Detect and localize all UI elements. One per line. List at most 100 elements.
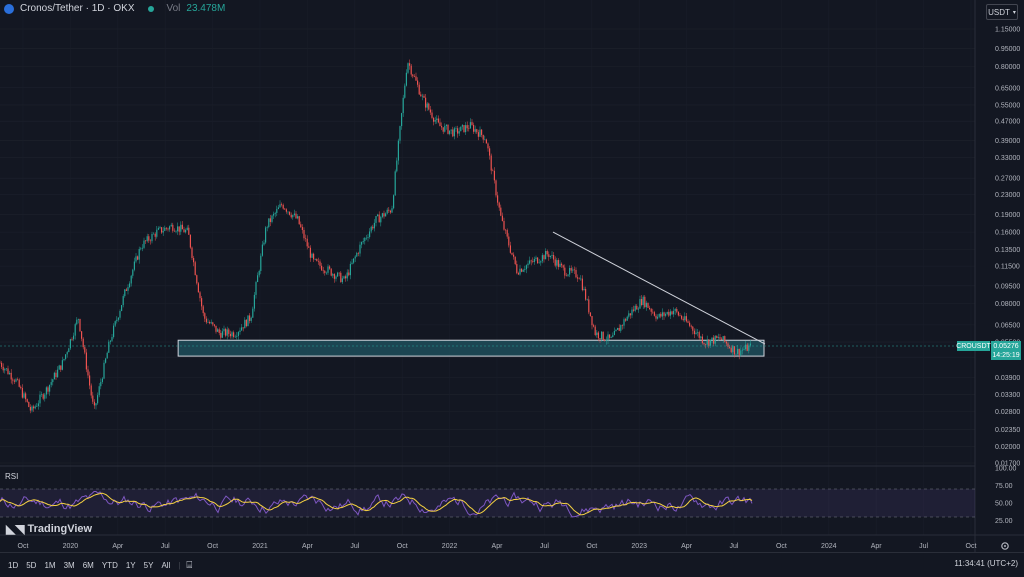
candle-body: [338, 272, 340, 274]
timeframe-1m[interactable]: 1M: [44, 560, 56, 570]
candle-body: [727, 343, 729, 347]
chart-canvas[interactable]: 1.15000 0.95000 0.80000 0.65000 0.55000 0.470…: [0, 0, 1024, 552]
candle-body: [165, 227, 167, 229]
timeframe-5y[interactable]: 5Y: [143, 560, 154, 570]
candle-body: [532, 261, 534, 262]
candle-body: [185, 229, 187, 233]
symbol-header[interactable]: Cronos/Tether · 1D · OKX Vol 23.478M: [4, 3, 225, 14]
candle-body: [245, 319, 247, 327]
timeframe-6m[interactable]: 6M: [82, 560, 94, 570]
candle-body: [218, 329, 220, 334]
candle-body: [533, 258, 535, 262]
candle-body: [594, 326, 596, 336]
candle-body: [681, 315, 683, 319]
candle-body: [181, 224, 183, 230]
candle-body: [351, 262, 353, 264]
candle-body: [231, 332, 233, 337]
candle-body: [573, 269, 575, 271]
candle-body: [597, 332, 599, 339]
candle-body: [31, 406, 33, 411]
candle-body: [701, 336, 703, 344]
candle-body: [548, 254, 550, 257]
symbol-price-tag: CROUSDT: [956, 341, 991, 351]
candle-body: [565, 275, 567, 277]
candle-body: [361, 242, 363, 245]
candle-body: [655, 315, 657, 319]
candle-body: [385, 213, 387, 217]
candle-body: [10, 372, 12, 380]
candle-body: [645, 302, 647, 308]
candle-body: [143, 240, 145, 248]
candle-body: [690, 325, 692, 327]
candle-body: [746, 344, 748, 351]
candle-body: [337, 272, 339, 277]
candle-body: [397, 140, 399, 161]
candle-body: [85, 352, 87, 370]
price-tick-label: 0.02000: [995, 444, 1020, 451]
candle-body: [612, 335, 614, 338]
candle-body: [549, 255, 551, 257]
candle-body: [604, 339, 606, 341]
timeframe-1y[interactable]: 1Y: [125, 560, 136, 570]
candle-body: [434, 120, 436, 122]
timeframe-all[interactable]: All: [161, 560, 171, 570]
candle-body: [441, 126, 443, 128]
candle-body: [508, 236, 510, 246]
gear-icon[interactable]: [1000, 541, 1010, 551]
rsi-title[interactable]: RSI: [5, 472, 19, 481]
candle-body: [322, 270, 324, 271]
candle-body: [81, 331, 83, 339]
currency-select[interactable]: USDT ▾: [986, 4, 1018, 20]
candle-body: [428, 103, 430, 110]
candle-body: [277, 207, 279, 210]
candle-body: [623, 319, 625, 326]
candle-body: [157, 228, 159, 230]
candle-body: [468, 128, 470, 129]
candle-body: [629, 313, 631, 316]
candle-body: [271, 215, 273, 222]
candle-body: [492, 170, 494, 172]
candle-body: [661, 312, 663, 317]
candle-body: [164, 227, 166, 231]
candle-body: [562, 265, 564, 268]
candle-body: [205, 318, 207, 323]
tradingview-branding[interactable]: ◣◥ TradingView: [6, 522, 92, 536]
candle-body: [249, 315, 251, 321]
time-tick-label: Apr: [871, 543, 883, 550]
candle-body: [116, 319, 118, 322]
timeframe-5d[interactable]: 5D: [26, 560, 37, 570]
candle-body: [87, 369, 89, 376]
candle-body: [177, 226, 179, 232]
candle-body: [162, 230, 164, 233]
candle-body: [634, 305, 636, 311]
candle-body: [15, 379, 17, 382]
candle-body: [412, 74, 414, 77]
calendar-range-icon[interactable]: ⌸: [186, 559, 193, 571]
candle-body: [301, 227, 303, 230]
timeframe-3m[interactable]: 3M: [63, 560, 75, 570]
candle-body: [607, 334, 609, 341]
candle-body: [364, 237, 366, 242]
price-tick-label: 0.06500: [995, 322, 1020, 329]
candle-body: [601, 331, 603, 340]
last-price-tag: 0.05276 14:25:19: [991, 341, 1021, 360]
candle-body: [425, 97, 427, 108]
candle-body: [524, 269, 526, 271]
candle-body: [381, 213, 383, 217]
timeframe-ytd[interactable]: YTD: [101, 560, 118, 570]
time-tick-label: Oct: [586, 543, 597, 550]
candle-body: [263, 242, 265, 245]
candle-body: [625, 319, 627, 321]
clock-readout[interactable]: 11:34:41 (UTC+2): [954, 559, 1018, 568]
candle-body: [183, 229, 185, 233]
candle-body: [393, 195, 395, 209]
candle-body: [649, 307, 651, 310]
candle-body: [581, 278, 583, 291]
candle-body: [489, 148, 491, 156]
candle-body: [279, 204, 281, 208]
price-tick-label: 1.15000: [995, 27, 1020, 34]
price-tick-label: 0.09500: [995, 283, 1020, 290]
candle-body: [34, 406, 36, 409]
timeframe-1d[interactable]: 1D: [8, 560, 19, 570]
candle-body: [402, 97, 404, 114]
